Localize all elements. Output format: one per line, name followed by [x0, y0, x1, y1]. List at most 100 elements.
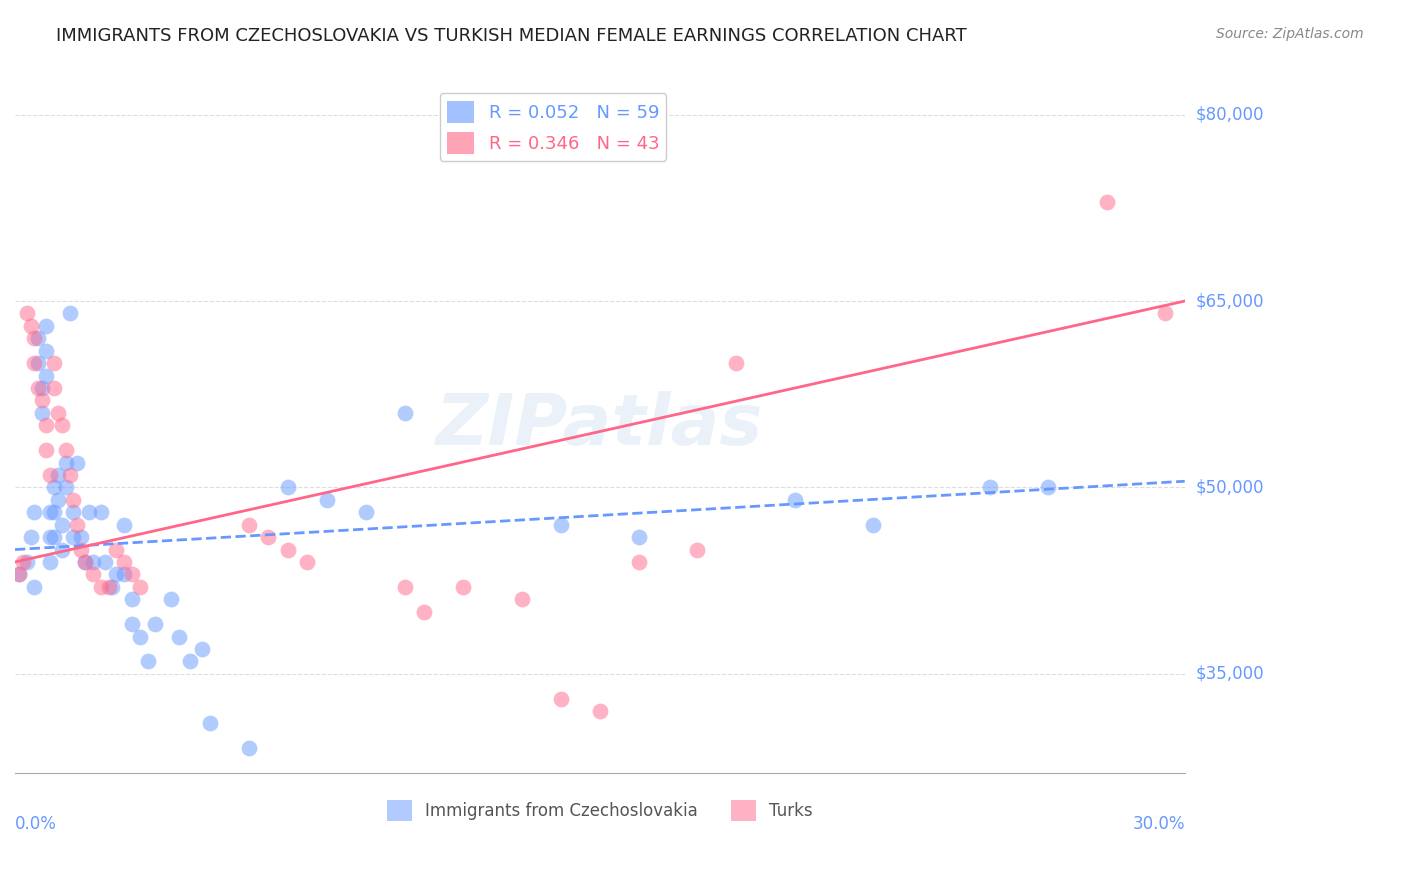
- Point: [70, 542, 93, 557]
- Point: [238, 517, 260, 532]
- Point: [24, 356, 46, 370]
- Point: [62, 492, 84, 507]
- Point: [58, 306, 80, 320]
- Point: [82, 555, 104, 569]
- Point: [46, 492, 69, 507]
- Point: [90, 580, 112, 594]
- Point: [277, 542, 299, 557]
- Point: [413, 605, 436, 619]
- Point: [58, 468, 80, 483]
- Point: [75, 555, 97, 569]
- Point: [27, 356, 49, 370]
- Point: [46, 468, 69, 483]
- Point: [979, 480, 1001, 494]
- Point: [627, 555, 650, 569]
- Point: [35, 343, 58, 358]
- Point: [55, 456, 77, 470]
- Point: [42, 530, 65, 544]
- Point: [121, 567, 143, 582]
- Point: [1095, 194, 1118, 209]
- Point: [66, 517, 89, 532]
- Point: [27, 331, 49, 345]
- Point: [46, 406, 69, 420]
- Point: [316, 492, 339, 507]
- Point: [39, 530, 62, 544]
- Point: [39, 555, 62, 569]
- Point: [31, 406, 53, 420]
- Point: [277, 480, 299, 494]
- Point: [105, 542, 128, 557]
- Point: [20, 530, 42, 544]
- Point: [7, 567, 30, 582]
- Point: [121, 617, 143, 632]
- Text: Source: ZipAtlas.com: Source: ZipAtlas.com: [1216, 27, 1364, 41]
- Point: [550, 517, 572, 532]
- Point: [15, 306, 38, 320]
- Point: [42, 381, 65, 395]
- Point: [62, 530, 84, 544]
- Point: [35, 443, 58, 458]
- Point: [66, 456, 89, 470]
- Point: [101, 580, 124, 594]
- Text: 0.0%: 0.0%: [15, 815, 56, 833]
- Point: [51, 517, 73, 532]
- Point: [783, 492, 806, 507]
- Text: IMMIGRANTS FROM CZECHOSLOVAKIA VS TURKISH MEDIAN FEMALE EARNINGS CORRELATION CHA: IMMIGRANTS FROM CZECHOSLOVAKIA VS TURKIS…: [56, 27, 967, 45]
- Point: [191, 642, 214, 657]
- Point: [1154, 306, 1177, 320]
- Point: [179, 654, 201, 668]
- Point: [97, 580, 120, 594]
- Point: [11, 555, 34, 569]
- Point: [160, 592, 183, 607]
- Point: [55, 480, 77, 494]
- Point: [42, 480, 65, 494]
- Point: [35, 418, 58, 433]
- Point: [394, 406, 416, 420]
- Point: [90, 505, 112, 519]
- Point: [7, 567, 30, 582]
- Point: [39, 505, 62, 519]
- Point: [42, 356, 65, 370]
- Point: [55, 443, 77, 458]
- Point: [145, 617, 167, 632]
- Point: [136, 654, 159, 668]
- Point: [257, 530, 280, 544]
- Point: [75, 555, 97, 569]
- Point: [20, 318, 42, 333]
- Point: [112, 567, 135, 582]
- Point: [1038, 480, 1060, 494]
- Text: $80,000: $80,000: [1197, 106, 1264, 124]
- Text: $35,000: $35,000: [1197, 665, 1264, 682]
- Point: [35, 318, 58, 333]
- Point: [82, 567, 104, 582]
- Point: [24, 331, 46, 345]
- Point: [128, 630, 150, 644]
- Point: [297, 555, 319, 569]
- Point: [862, 517, 884, 532]
- Point: [167, 630, 190, 644]
- Point: [453, 580, 475, 594]
- Point: [112, 517, 135, 532]
- Point: [42, 505, 65, 519]
- Point: [39, 468, 62, 483]
- Point: [24, 580, 46, 594]
- Point: [24, 505, 46, 519]
- Point: [27, 381, 49, 395]
- Point: [31, 393, 53, 408]
- Text: $50,000: $50,000: [1197, 478, 1264, 497]
- Point: [112, 555, 135, 569]
- Text: ZIPatlas: ZIPatlas: [436, 391, 763, 459]
- Point: [121, 592, 143, 607]
- Point: [627, 530, 650, 544]
- Point: [128, 580, 150, 594]
- Point: [589, 704, 612, 718]
- Point: [394, 580, 416, 594]
- Point: [51, 418, 73, 433]
- Point: [238, 741, 260, 756]
- Point: [15, 555, 38, 569]
- Text: $65,000: $65,000: [1197, 292, 1264, 310]
- Point: [105, 567, 128, 582]
- Point: [198, 716, 221, 731]
- Text: 30.0%: 30.0%: [1132, 815, 1185, 833]
- Point: [70, 530, 93, 544]
